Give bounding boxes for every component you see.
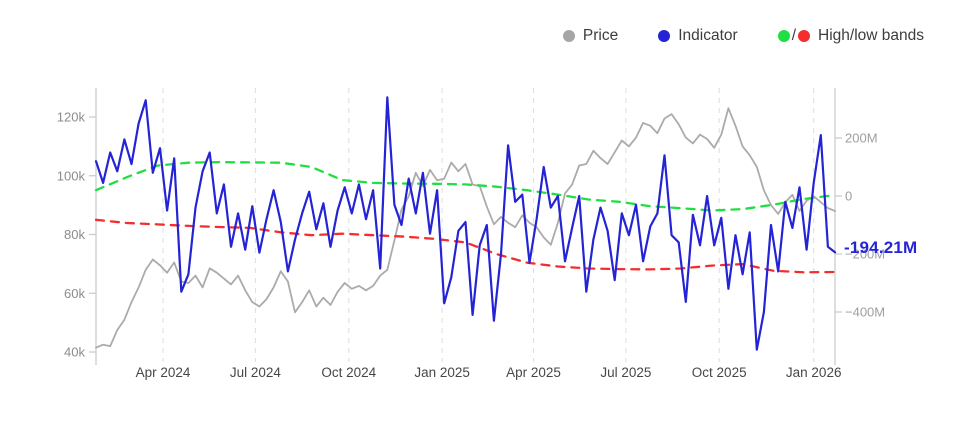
chart-legend: Price Indicator / High/low bands [0,27,924,45]
x-axis-label: Jul 2024 [230,365,282,380]
series-high-band-line [94,160,837,212]
right-axis-tick-label: −400M [845,305,885,320]
x-axis-label: Jul 2025 [600,365,651,380]
right-axis-tick-label: −200M [845,247,885,262]
price-dot-icon [562,30,575,42]
left-axis-tick-label: 100k [57,168,86,183]
x-axis-label: Jan 2025 [414,365,470,380]
series-low-band-line [94,218,837,274]
x-axis-label: Jan 2026 [786,365,842,380]
low-band-dot-icon [798,30,811,42]
legend-item-price[interactable]: Price [562,27,619,45]
bands-dual-dot: / [777,27,811,45]
legend-item-bands[interactable]: / High/low bands [777,27,924,45]
high-band-dot-icon [777,30,790,42]
right-axis-tick-label: 200M [845,131,878,146]
x-axis-label: Oct 2024 [321,365,376,380]
indicator-last-value-label: -194.21M [844,238,918,257]
x-axis-label: Oct 2025 [692,365,747,380]
left-axis-tick-label: 40k [64,345,85,360]
legend-label-price: Price [582,27,619,44]
x-axis-label: Apr 2025 [506,365,561,380]
right-axis-tick-label: 0 [845,189,852,204]
legend-label-indicator: Indicator [678,27,738,44]
left-axis-tick-label: 60k [64,286,85,301]
x-axis-label: Apr 2024 [136,365,191,380]
series-price-line [95,107,836,349]
indicator-dot-icon [658,30,671,42]
legend-label-bands: High/low bands [818,27,924,44]
series-indicator-line [94,96,837,351]
left-axis-tick-label: 80k [64,227,85,242]
bands-separator: / [791,27,797,44]
legend-item-indicator[interactable]: Indicator [658,27,738,45]
left-axis-tick-label: 120k [57,110,86,125]
